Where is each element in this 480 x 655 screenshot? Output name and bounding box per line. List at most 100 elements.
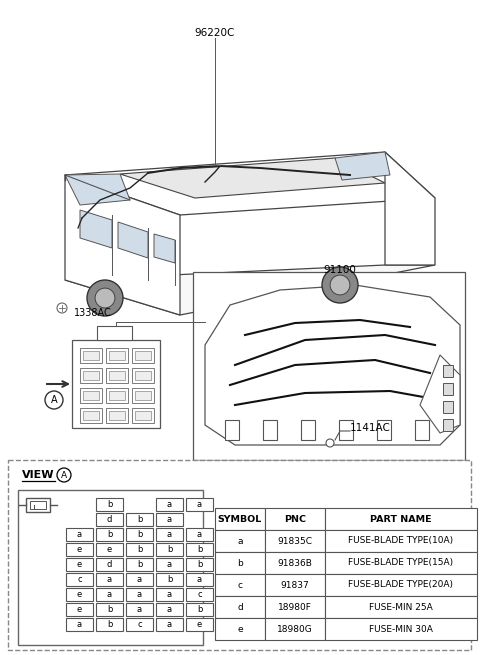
Bar	[109, 351, 125, 360]
Bar	[265, 530, 325, 552]
Bar	[215, 530, 265, 552]
Bar	[325, 552, 477, 574]
Text: SYMBOL: SYMBOL	[218, 514, 262, 523]
Bar	[66, 543, 93, 556]
Polygon shape	[420, 355, 460, 433]
Text: PART NAME: PART NAME	[370, 514, 432, 523]
Text: a: a	[197, 575, 202, 584]
Bar	[443, 401, 453, 413]
Text: a: a	[167, 500, 172, 509]
Bar	[126, 618, 153, 631]
Text: a: a	[167, 530, 172, 539]
Bar	[126, 558, 153, 571]
Bar	[26, 498, 50, 512]
Bar	[325, 618, 477, 640]
Bar	[156, 618, 183, 631]
Bar	[132, 408, 154, 423]
Text: A: A	[61, 470, 67, 479]
Bar	[156, 528, 183, 541]
Bar	[126, 528, 153, 541]
Text: b: b	[107, 530, 112, 539]
Bar	[96, 528, 123, 541]
Circle shape	[57, 303, 67, 313]
Bar	[156, 498, 183, 511]
Text: c: c	[238, 580, 242, 590]
Circle shape	[322, 267, 358, 303]
Text: a: a	[107, 575, 112, 584]
Text: b: b	[107, 605, 112, 614]
Bar	[301, 420, 315, 440]
Text: b: b	[137, 560, 142, 569]
Text: 91100: 91100	[324, 265, 357, 275]
Bar	[83, 411, 99, 420]
Bar	[126, 603, 153, 616]
Polygon shape	[65, 175, 180, 315]
Bar	[132, 368, 154, 383]
Bar	[66, 618, 93, 631]
Text: d: d	[107, 560, 112, 569]
Text: e: e	[107, 545, 112, 554]
Bar	[156, 513, 183, 526]
Text: a: a	[197, 530, 202, 539]
Polygon shape	[65, 174, 130, 205]
Text: 91836B: 91836B	[277, 559, 312, 567]
Bar	[83, 371, 99, 380]
Bar	[83, 391, 99, 400]
Bar	[106, 388, 128, 403]
Bar	[265, 596, 325, 618]
Circle shape	[87, 280, 123, 316]
Bar	[215, 508, 265, 530]
Bar	[96, 498, 123, 511]
Bar	[325, 596, 477, 618]
Bar	[156, 558, 183, 571]
Bar	[66, 573, 93, 586]
Bar	[80, 368, 102, 383]
Circle shape	[95, 288, 115, 308]
Bar	[156, 543, 183, 556]
Bar	[30, 501, 46, 509]
Polygon shape	[118, 222, 148, 258]
Bar	[135, 391, 151, 400]
Text: a: a	[77, 530, 82, 539]
Bar	[265, 508, 325, 530]
Text: a: a	[167, 560, 172, 569]
Bar	[193, 272, 465, 460]
Text: a: a	[137, 575, 142, 584]
Text: e: e	[77, 590, 82, 599]
Bar	[225, 420, 239, 440]
Bar	[18, 490, 203, 645]
Bar	[186, 603, 213, 616]
Text: a: a	[137, 590, 142, 599]
Bar	[186, 573, 213, 586]
Bar	[325, 508, 477, 530]
Text: FUSE-MIN 25A: FUSE-MIN 25A	[369, 603, 433, 612]
Polygon shape	[65, 265, 435, 315]
Text: VIEW: VIEW	[22, 470, 55, 480]
Text: 96220C: 96220C	[195, 28, 235, 38]
Bar	[109, 391, 125, 400]
Text: b: b	[197, 605, 202, 614]
Circle shape	[330, 275, 350, 295]
Circle shape	[57, 468, 71, 482]
Bar	[106, 408, 128, 423]
Text: FUSE-BLADE TYPE(15A): FUSE-BLADE TYPE(15A)	[348, 559, 454, 567]
Bar	[83, 351, 99, 360]
Bar	[186, 618, 213, 631]
Text: d: d	[237, 603, 243, 612]
Bar	[109, 371, 125, 380]
Bar	[97, 326, 132, 340]
Bar	[135, 411, 151, 420]
Text: e: e	[237, 624, 243, 633]
Bar	[126, 513, 153, 526]
Text: 18980G: 18980G	[277, 624, 313, 633]
Bar	[377, 420, 391, 440]
Text: a: a	[137, 605, 142, 614]
Bar	[96, 513, 123, 526]
Bar	[135, 351, 151, 360]
Bar	[325, 574, 477, 596]
Polygon shape	[205, 285, 460, 445]
Text: a: a	[167, 605, 172, 614]
Text: c: c	[137, 620, 142, 629]
Polygon shape	[120, 158, 385, 198]
Bar	[135, 371, 151, 380]
